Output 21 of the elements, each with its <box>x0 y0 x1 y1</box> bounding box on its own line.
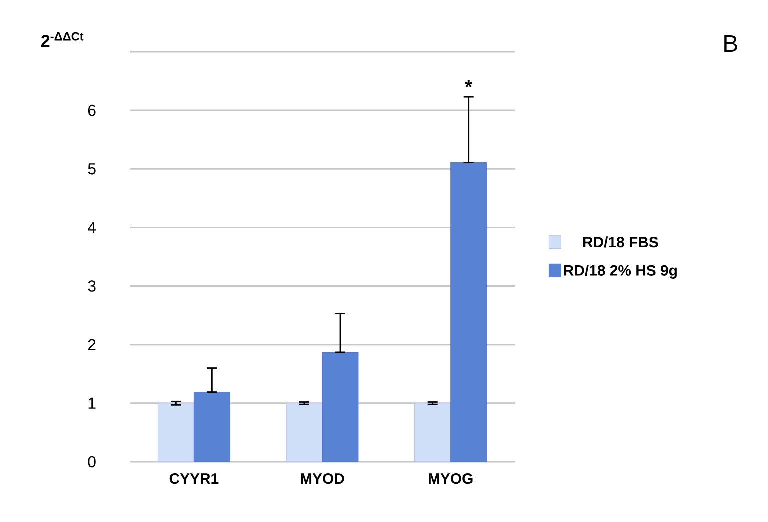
text: B <box>724 36 738 52</box>
y-tick-label: 2 <box>88 339 96 350</box>
y-tick-label: 3 <box>88 280 96 292</box>
y-tick-label: 4 <box>88 222 96 234</box>
annotation: * <box>464 80 473 88</box>
bar <box>194 392 230 462</box>
x-tick-label: MYOD <box>301 474 344 484</box>
y-tick-label: 1 <box>88 398 96 409</box>
bar <box>414 403 452 462</box>
legend-label: RD/18 2% HS 9g <box>564 264 677 279</box>
bar <box>450 162 488 462</box>
y-tick-label: 5 <box>88 164 96 175</box>
bar <box>286 403 323 462</box>
x-tick-label: CYYR1 <box>170 474 219 484</box>
legend-label: RD/18 FBS <box>583 236 658 248</box>
y-tick-label: 6 <box>88 104 96 116</box>
y-tick-label: 0 <box>88 456 96 468</box>
bar <box>158 403 194 462</box>
bar <box>322 352 359 462</box>
y-axis-title: 2$^{-ΔΔCt}$ <box>42 32 84 47</box>
x-tick-label: MYOG <box>429 474 473 484</box>
